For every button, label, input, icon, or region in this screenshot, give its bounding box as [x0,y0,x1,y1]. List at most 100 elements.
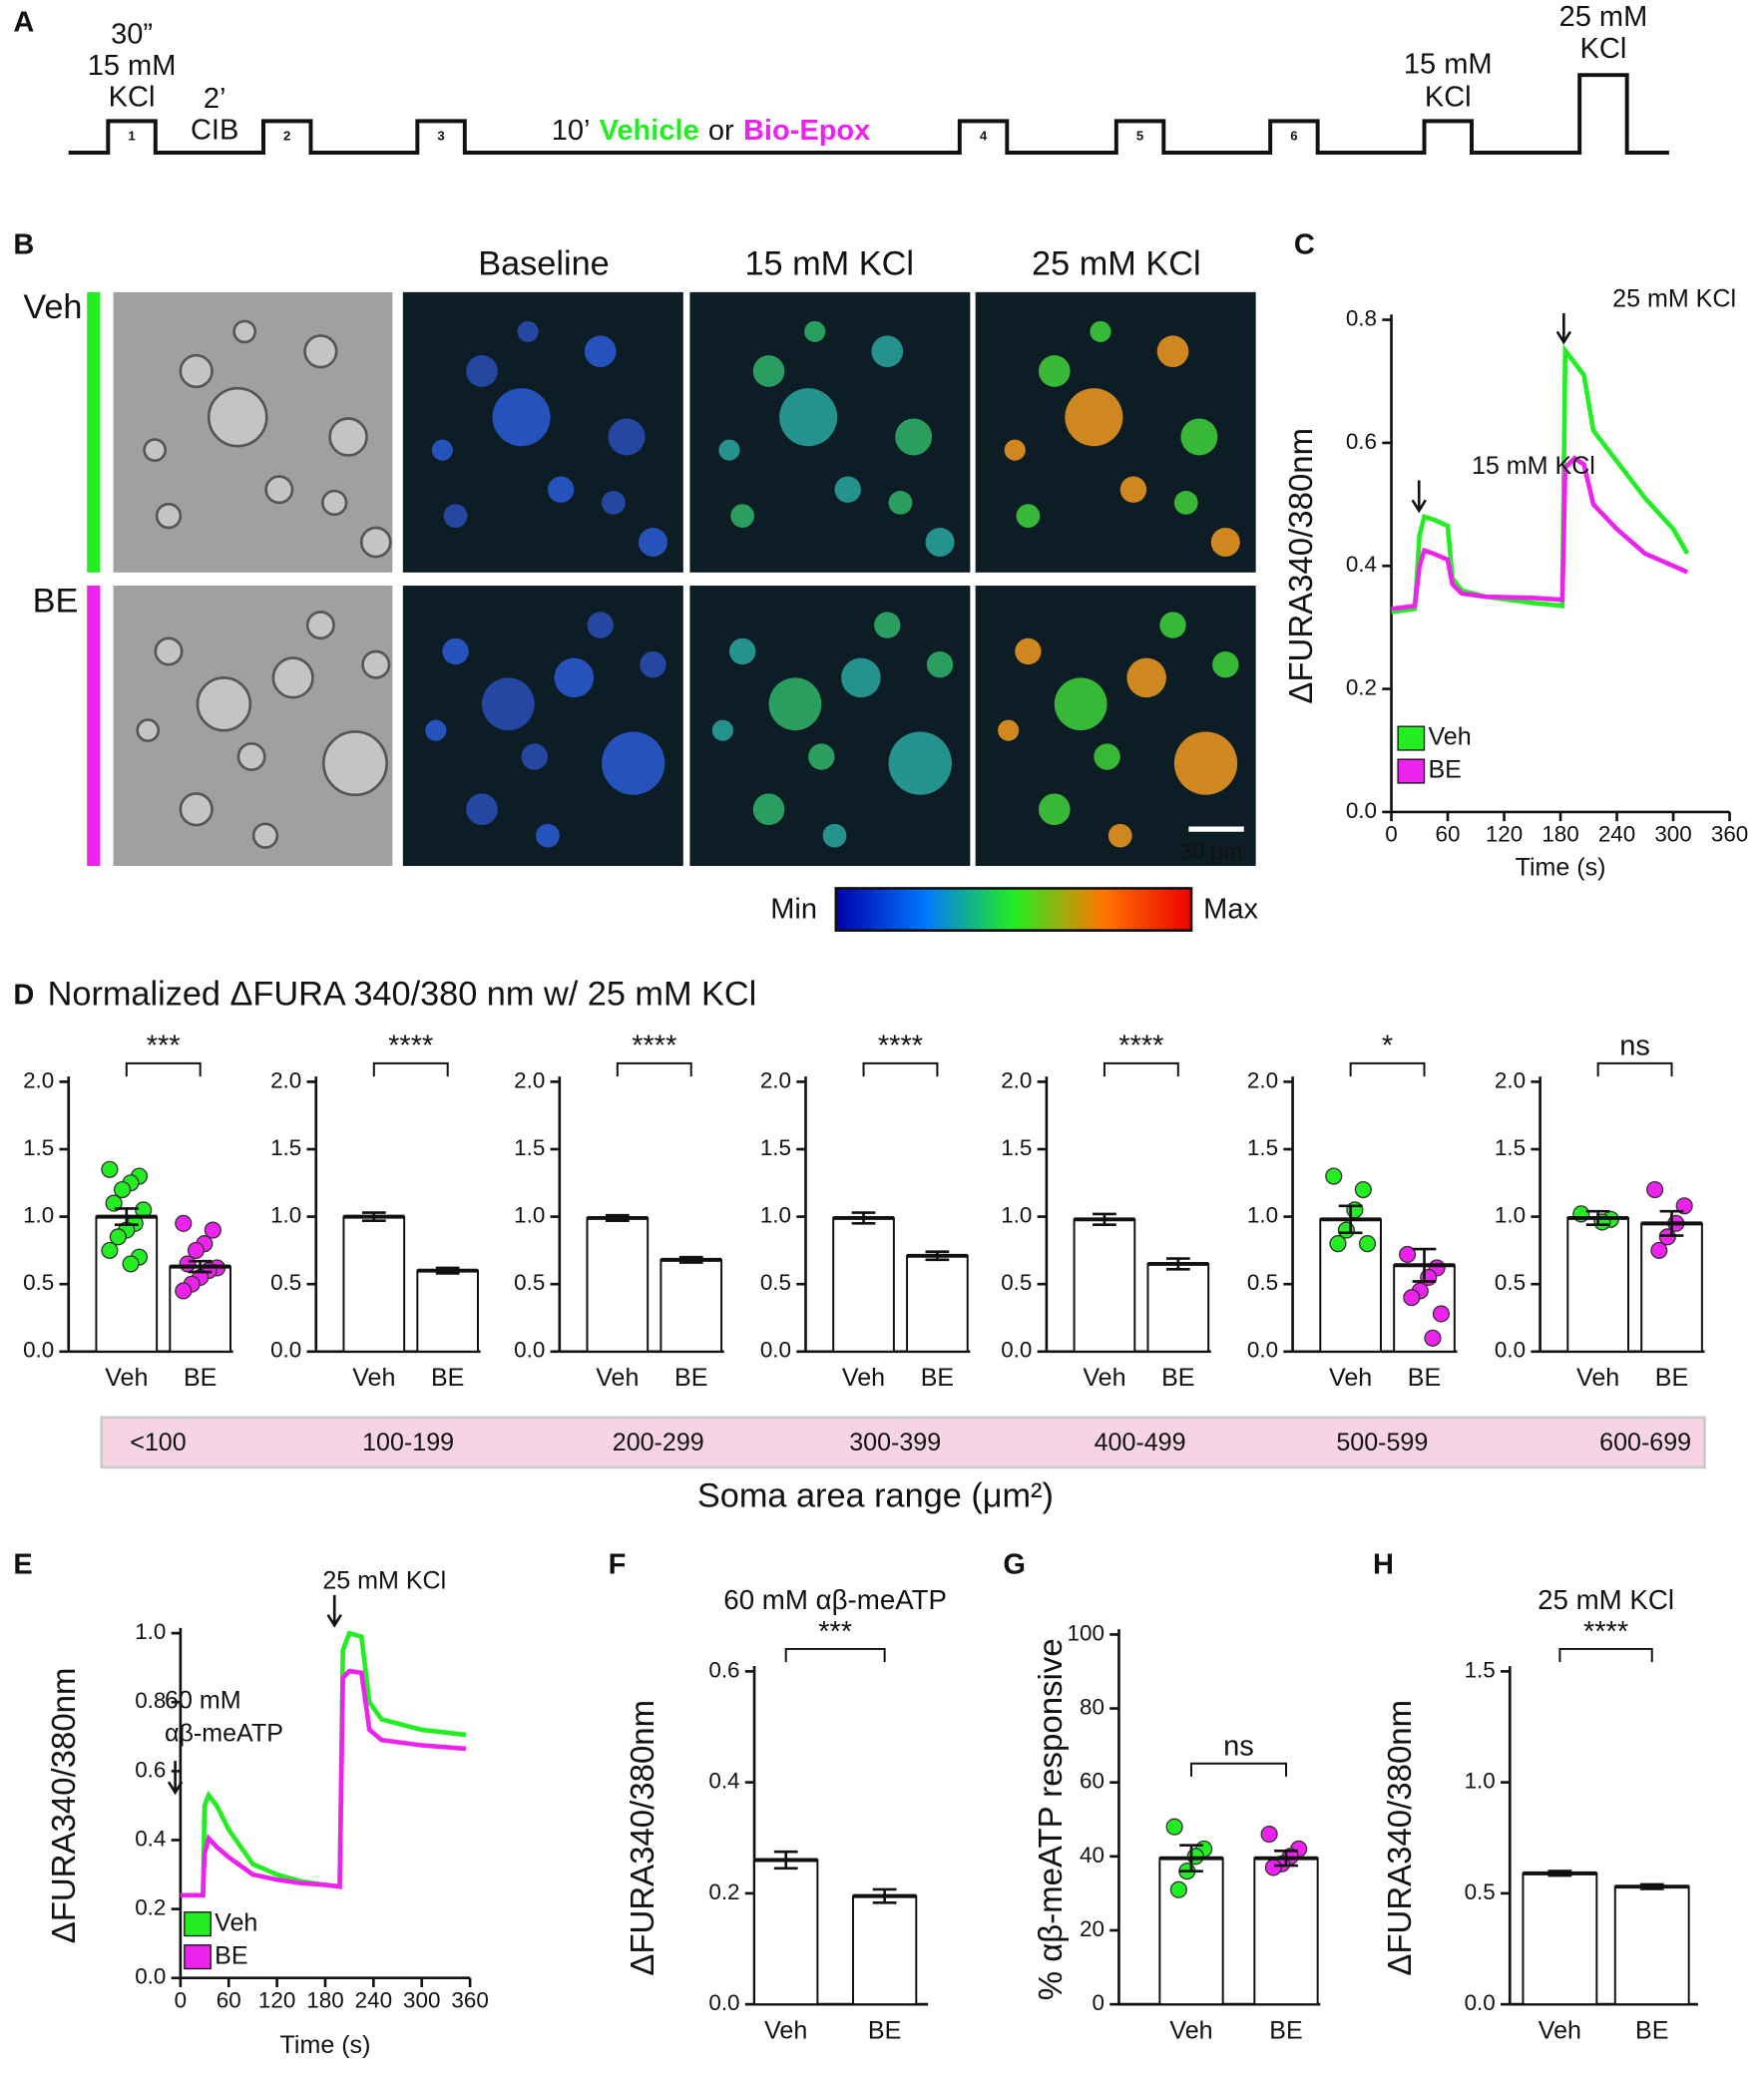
panel-label: C [1294,228,1315,260]
x-tick-label: 240 [1598,822,1635,847]
x-tick-label: BE [1635,2016,1668,2044]
bar [753,1859,819,2006]
trace [1391,455,1689,612]
x-tick-label: 0 [1385,822,1397,847]
brightfield-cell [232,319,257,344]
y-tick-label: 0.0 [135,1964,166,1989]
fluorescent-cell [1159,612,1186,638]
fluorescent-cell [1065,388,1123,447]
soma-range: 300-399 [849,1429,941,1456]
y-tick-label: 1.0 [514,1203,545,1228]
fluorescent-cell [547,476,575,503]
fluorescent-cell [554,657,595,698]
significance-bracket [1558,1647,1653,1663]
be-bar [87,586,101,867]
fluorescent-cell [841,657,881,698]
bar [1073,1218,1136,1353]
pulse-number: 1 [128,129,135,144]
fluorescent-cell [608,418,646,456]
y-tick-label: 0.4 [1346,552,1377,577]
pulse-number: 3 [437,129,444,144]
legend-swatch [184,1944,212,1970]
y-tick-label: 1.5 [270,1135,301,1160]
y-tick-label: 0.5 [514,1270,545,1295]
panel-d-title: Normalized ΔFURA 340/380 nm w/ 25 mM KCl [48,976,757,1014]
data-point [204,1221,221,1239]
bar [1158,1857,1224,2006]
data-point [1358,1235,1377,1253]
scale-bar-label: 30 μm [1179,839,1242,864]
y-tick-label: 0.0 [23,1338,54,1363]
y-tick-label: 0.2 [135,1895,166,1920]
y-tick-label: 0.4 [135,1826,166,1851]
significance-label: **** [1583,1616,1628,1648]
fluorescent-cell [1038,355,1071,387]
brightfield-cell [236,742,266,772]
y-tick-label: 0.0 [708,1990,739,2015]
significance-label: **** [1118,1031,1163,1062]
trace [180,1668,467,1898]
brightfield-cell [303,334,338,369]
y-tick-label: 0.5 [1001,1270,1032,1295]
fluorescent-cell [808,743,835,770]
x-axis-label: Time (s) [1516,853,1606,881]
y-axis-label: ΔFURA340/380nm [624,1700,661,1976]
soma-range: 500-599 [1336,1429,1428,1456]
fluorescent-cell [998,719,1020,741]
fluorescent-cell [1156,335,1189,368]
protocol-text: KCl [1580,33,1627,65]
y-tick-label: 0.6 [708,1657,739,1682]
brightfield-cell [322,730,388,797]
data-point [109,1228,127,1246]
data-point [101,1160,119,1178]
annotation: 25 mM KCl [322,1566,446,1594]
fluorescent-cell [1173,491,1198,515]
pulse-number: 2 [283,129,290,144]
brightfield-cell [143,438,168,463]
data-point [175,1214,193,1232]
x-tick-label: 60 [217,1987,241,2012]
y-tick-label: 1.5 [760,1135,791,1160]
y-tick-label: 0.0 [1346,798,1377,823]
y-tick-label: 0.6 [135,1757,166,1782]
arrow-head [1555,330,1572,345]
colorbar [834,887,1193,932]
y-tick-label: 20 [1080,1916,1104,1941]
fluorescent-cell [888,731,952,795]
y-tick-label: 1.0 [760,1203,791,1228]
fluorescent-cell [752,793,785,826]
y-tick-label: 0.5 [1247,1270,1278,1295]
treatment-or: or [708,115,734,147]
y-tick-label: 1.5 [514,1135,545,1160]
data-point [1403,1289,1421,1307]
arrow-head [1411,499,1427,514]
panel-label: D [13,979,34,1011]
fluorescent-cell [584,335,617,368]
annotation: 15 mM KCl [1472,452,1595,480]
panel-label: B [13,228,34,260]
y-tick-label: 1.5 [1465,1657,1496,1682]
data-point [1424,1329,1442,1347]
panel-label: F [609,1549,627,1581]
y-tick-label: 0.2 [708,1879,739,1904]
bar [95,1215,159,1353]
fluorescence-image [689,586,971,867]
brightfield-cell [251,822,279,849]
significance-bracket [1102,1061,1179,1077]
legend-label: Veh [1428,723,1471,751]
bar [1253,1857,1319,2006]
bar [416,1269,479,1353]
protocol-text: 2’ [204,83,226,115]
legend-label: BE [215,1941,247,1969]
data-point [1432,1305,1450,1323]
fluorescent-cell [822,823,847,848]
fluorescent-cell [1094,743,1120,770]
pulse-number: 6 [1290,129,1297,144]
panel-label: G [1003,1549,1026,1581]
protocol-text: 15 mM [1404,49,1493,81]
fluorescent-cell [804,320,826,342]
fluorescent-cell [517,320,539,342]
fluorescent-cell [442,637,469,665]
fluorescent-cell [1212,650,1239,678]
y-tick-label: 0.4 [708,1769,739,1794]
